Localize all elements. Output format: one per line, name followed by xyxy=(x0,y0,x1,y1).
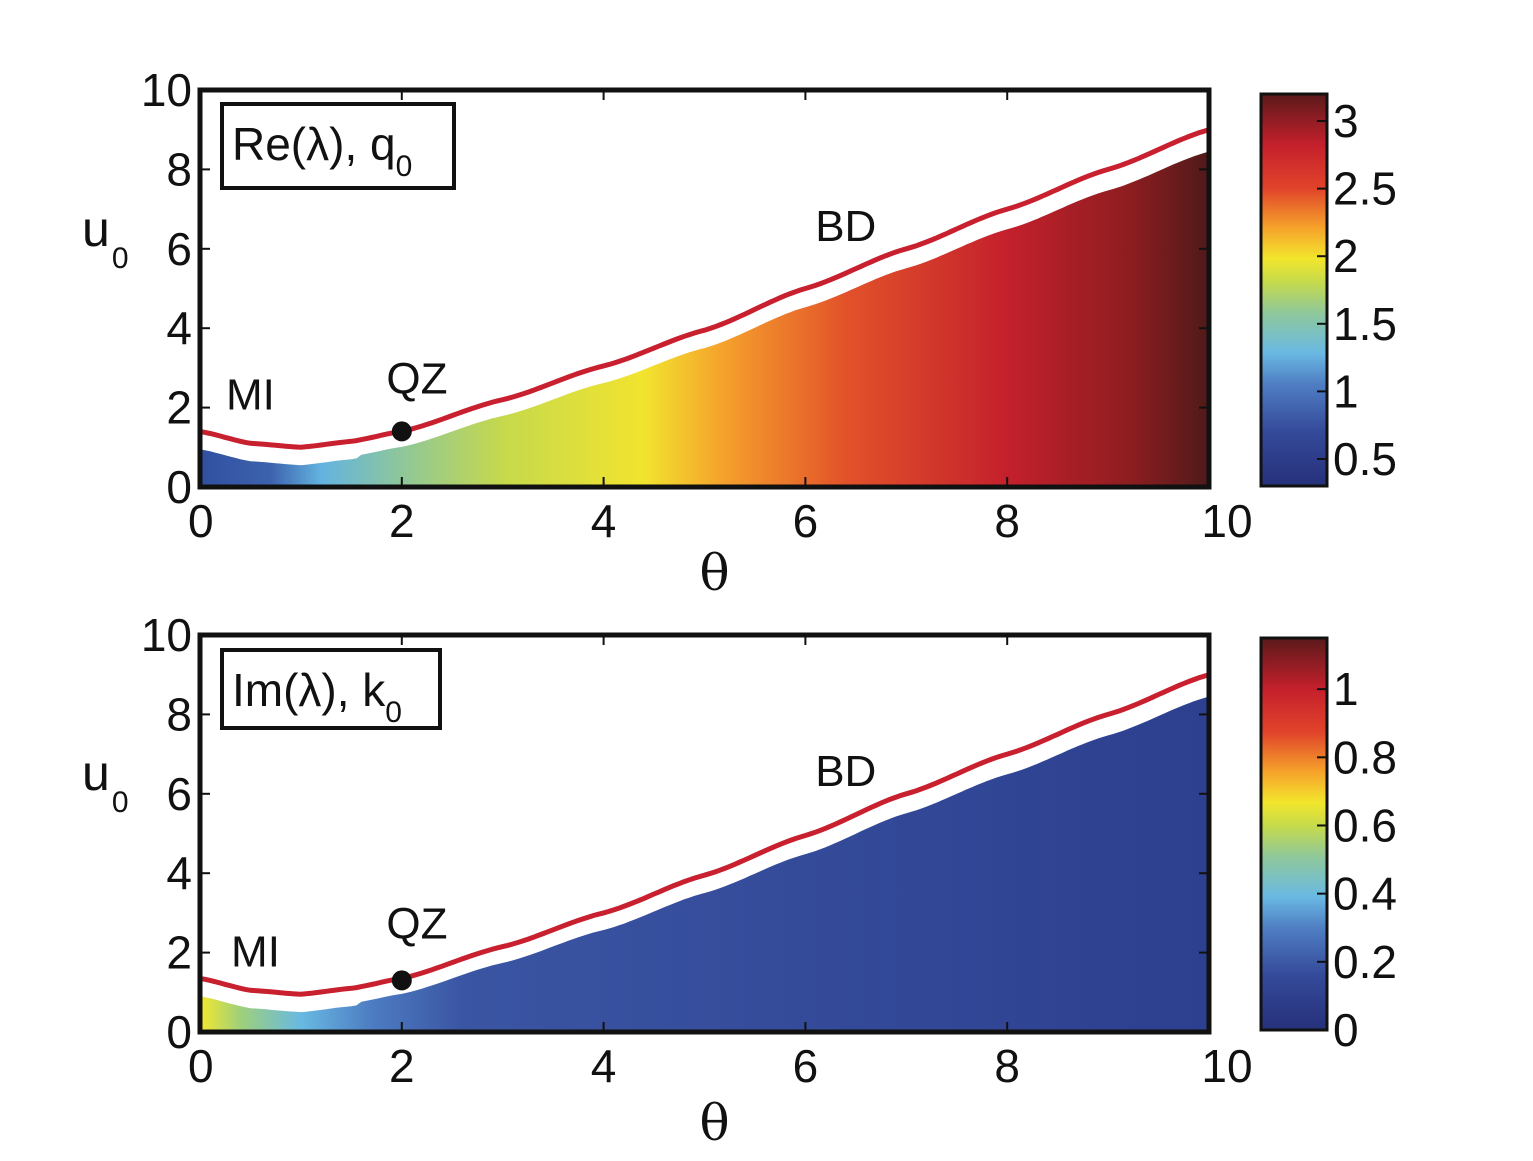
x-tick-label: 8 xyxy=(994,1040,1020,1092)
y-tick-label: 8 xyxy=(166,688,192,740)
y-tick-label: 6 xyxy=(166,223,192,275)
colorbar-tick-label: 3 xyxy=(1333,95,1359,147)
heatmap-field-group xyxy=(200,127,1209,487)
y-tick-label: 8 xyxy=(166,143,192,195)
colorbar-tick-label: 0.4 xyxy=(1333,868,1397,920)
boundary-curve xyxy=(200,127,1209,450)
y-tick-label: 10 xyxy=(141,609,192,661)
y-tick-label: 10 xyxy=(141,64,192,116)
y-tick-label: 6 xyxy=(166,768,192,820)
colorbar-tick-label: 0.2 xyxy=(1333,936,1397,988)
y-axis-label: u0 xyxy=(82,745,129,819)
colorbar-tick-label: 2 xyxy=(1333,230,1359,282)
legend-box-frame xyxy=(220,102,456,190)
x-tick-label: 2 xyxy=(389,495,415,547)
colorbar-tick-label: 1.5 xyxy=(1333,298,1397,350)
annotation-mi: MI xyxy=(231,927,280,976)
x-tick-label: 0 xyxy=(188,1040,214,1092)
legend-box-label-sub: 0 xyxy=(396,150,413,183)
x-tick-label: 10 xyxy=(1201,1040,1252,1092)
x-axis-label: θ xyxy=(699,544,729,602)
heatmap-field xyxy=(200,151,1209,487)
annotation-bd: BD xyxy=(815,202,876,251)
plot-frame xyxy=(197,632,1212,1035)
colorbar-tick-label: 0 xyxy=(1333,1004,1359,1056)
annotation-bd: BD xyxy=(815,747,876,796)
heatmap-field-group xyxy=(200,672,1209,1032)
y-tick-label: 0 xyxy=(166,1006,192,1058)
colorbar-tick-label: 2.5 xyxy=(1333,163,1397,215)
x-tick-label: 2 xyxy=(389,1040,415,1092)
annotation-mi: MI xyxy=(226,371,275,420)
boundary-curve xyxy=(200,672,1209,997)
legend-box-label-main: Im(λ), k xyxy=(232,664,386,716)
x-tick-label: 8 xyxy=(994,495,1020,547)
y-tick-label: 4 xyxy=(166,302,192,354)
y-tick-label: 2 xyxy=(166,927,192,979)
x-tick-label: 6 xyxy=(793,1040,819,1092)
x-axis-label: θ xyxy=(699,1094,729,1152)
y-tick-label: 2 xyxy=(166,382,192,434)
x-tick-label: 0 xyxy=(188,495,214,547)
y-tick-label: 4 xyxy=(166,847,192,899)
colorbar-tick-label: 0.6 xyxy=(1333,799,1397,851)
heatmap-field xyxy=(200,696,1209,1032)
y-axis-label-sub: 0 xyxy=(112,242,129,275)
colorbar-tick-label: 1 xyxy=(1333,365,1359,417)
legend-box-label-sub: 0 xyxy=(385,696,402,729)
plot-frame xyxy=(197,87,1212,490)
colorbar xyxy=(1259,636,1329,1032)
legend-box-label: Im(λ), k0 xyxy=(232,664,402,729)
x-tick-label: 4 xyxy=(591,495,617,547)
colorbar-tick-label: 1 xyxy=(1333,663,1359,715)
legend-box-frame xyxy=(220,648,442,730)
legend-box-label: Re(λ), q0 xyxy=(232,118,412,183)
colorbar xyxy=(1259,92,1329,488)
y-axis-label-sub: 0 xyxy=(112,786,129,819)
y-tick-label: 0 xyxy=(166,461,192,513)
annotation-qz: QZ xyxy=(386,355,447,404)
x-tick-label: 6 xyxy=(793,495,819,547)
legend-box-label-main: Re(λ), q xyxy=(232,118,396,170)
qz-marker-point xyxy=(391,970,412,991)
colorbar-tick-label: 0.8 xyxy=(1333,731,1397,783)
annotation-qz: QZ xyxy=(386,900,447,949)
x-tick-label: 4 xyxy=(591,1040,617,1092)
qz-marker-point xyxy=(391,421,412,442)
y-axis-label-main: u xyxy=(82,201,110,257)
x-tick-label: 10 xyxy=(1201,495,1252,547)
y-axis-label: u0 xyxy=(82,201,129,275)
colorbar-tick-label: 0.5 xyxy=(1333,433,1397,485)
y-axis-label-main: u xyxy=(82,745,110,801)
